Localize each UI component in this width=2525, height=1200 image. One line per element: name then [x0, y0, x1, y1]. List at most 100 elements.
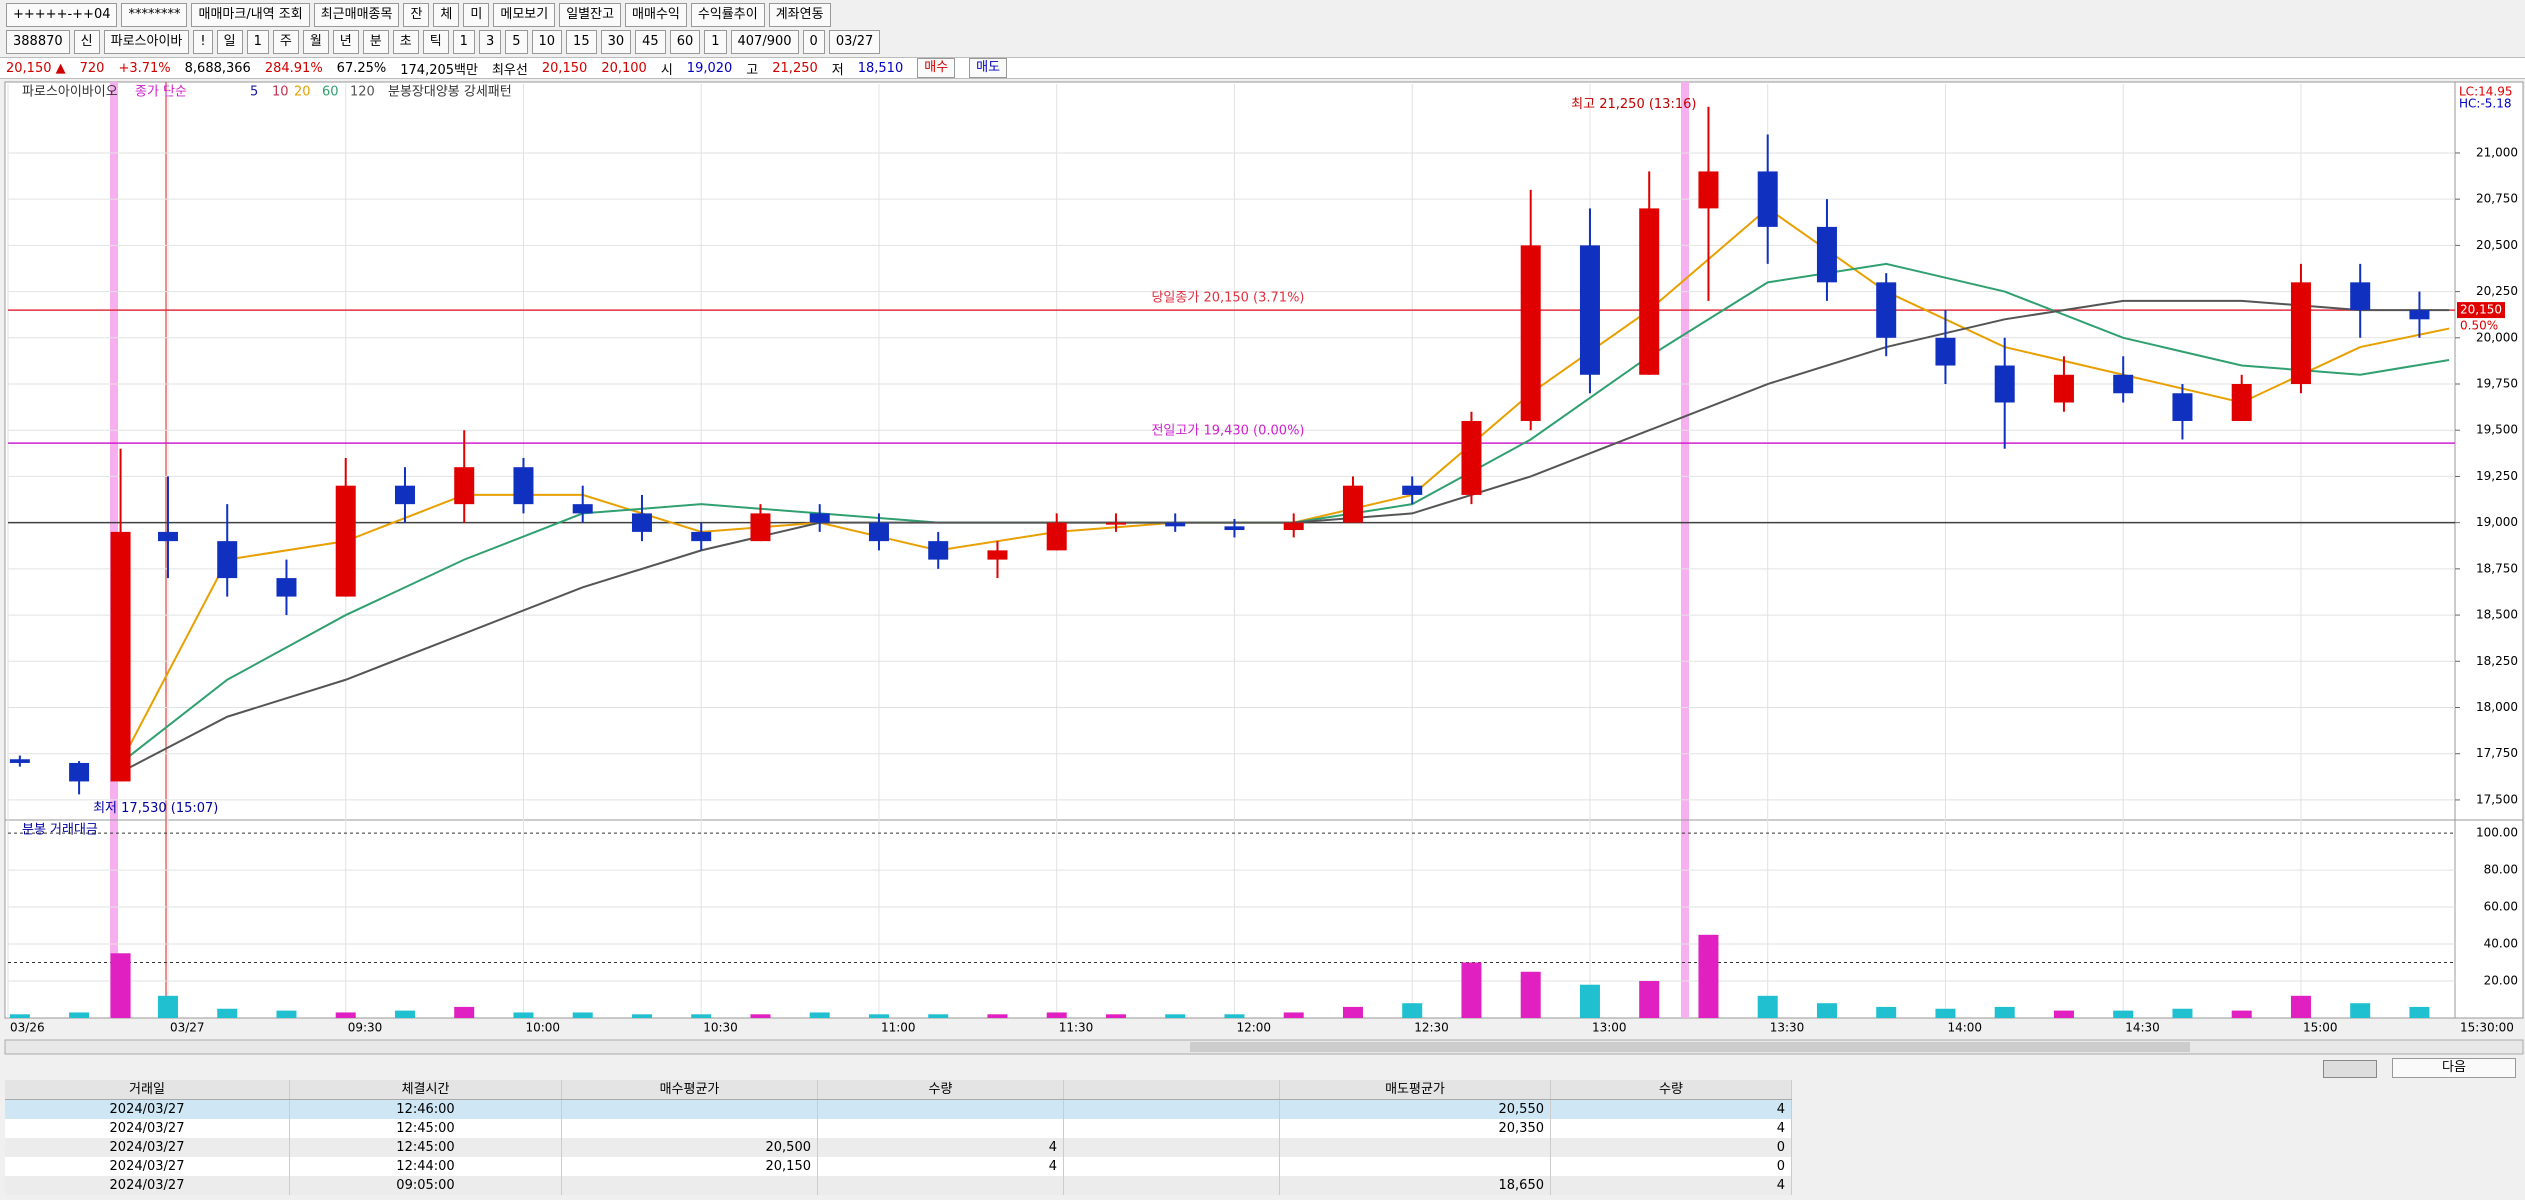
table-cell: 20,150 [562, 1157, 818, 1176]
x-tick-label: 12:00 [1236, 1021, 1271, 1035]
volume-bar [2113, 1010, 2134, 1018]
volume-bar [1698, 934, 1719, 1018]
y-tick-label: 19,000 [2476, 515, 2518, 529]
x-tick-label: 13:00 [1592, 1021, 1627, 1035]
toolbar-button[interactable]: 03/27 [828, 30, 881, 54]
volume-bar [1165, 1014, 1186, 1018]
toolbar-button[interactable]: ! [193, 30, 213, 54]
table-row[interactable]: 2024/03/27 09:05:00 18,650 4 [5, 1176, 1792, 1195]
volume-bar [1935, 1008, 1956, 1018]
y-tick-label: 40.00 [2484, 937, 2518, 951]
candle-body [1520, 245, 1541, 421]
toolbar-button[interactable]: 60 [669, 30, 701, 54]
candle-body [1816, 226, 1837, 283]
candle-body [69, 762, 90, 782]
table-header: 거래일 체결시간 매수평균가 수량 매도평균가 수량 [5, 1080, 1792, 1100]
toolbar-button[interactable]: 체 [433, 3, 460, 27]
quote-field: 174,205백만 [400, 62, 478, 78]
candle-body [157, 531, 178, 542]
table-cell [1280, 1157, 1551, 1176]
volume-bar [2053, 1010, 2074, 1018]
x-tick-label: 11:30 [1059, 1021, 1094, 1035]
table-row[interactable]: 2024/03/27 12:46:00 20,550 4 [5, 1100, 1792, 1119]
table-cell: 12:45:00 [290, 1119, 562, 1138]
toolbar-button[interactable]: 분 [362, 30, 389, 54]
volume-bar [2290, 995, 2311, 1018]
toolbar-button[interactable]: 매매수익 [625, 3, 687, 27]
toolbar-button[interactable]: 초 [392, 30, 419, 54]
toolbar-button[interactable]: 일별잔고 [559, 3, 622, 27]
candle-body [9, 759, 30, 763]
volume-bar [1224, 1014, 1245, 1018]
table-cell: 20,350 [1280, 1119, 1551, 1138]
toolbar-button[interactable]: 계좌연동 [768, 3, 831, 27]
icon-button[interactable] [2323, 1060, 2377, 1078]
current-price-box [2457, 302, 2505, 319]
next-button[interactable]: 다음 [2392, 1058, 2516, 1078]
candle-body [809, 513, 830, 523]
toolbar-button[interactable]: 1 [704, 30, 727, 54]
toolbar-button[interactable]: 수익률추이 [690, 3, 765, 27]
table-row[interactable]: 2024/03/27 12:45:00 20,500 4 0 [5, 1138, 1792, 1157]
y-tick-label: 20,750 [2476, 192, 2518, 206]
toolbar: 388870 신 파로스아이바! 일 1 주 월 년 분 초 틱 1 3 5 10 15 30 45 60 1 407/… [0, 29, 2525, 55]
toolbar-button[interactable]: 0 [802, 30, 825, 54]
toolbar-button[interactable]: 5 [505, 30, 528, 54]
trade-button[interactable]: 매수 [917, 58, 956, 78]
toolbar-button[interactable]: 3 [478, 30, 502, 54]
stock-name: 파로스아이바이오 [22, 85, 118, 100]
candle-body [987, 550, 1008, 560]
chart: 파로스아이바이오 종가 단순 LC:14.95 HC:-5.18 분봉 거래대금… [4, 81, 2524, 1055]
toolbar-button[interactable]: 10 [531, 30, 563, 54]
trade-highlight [1681, 82, 1689, 1018]
volume-bar [217, 1008, 238, 1018]
table-row[interactable]: 2024/03/27 12:45:00 20,350 4 [5, 1119, 1792, 1138]
toolbar-button[interactable]: 월 [302, 30, 329, 54]
toolbar-button[interactable]: 1 [246, 30, 269, 54]
toolbar-button[interactable]: 파로스아이바 [103, 30, 190, 54]
candle-body [1876, 282, 1897, 338]
table-cell: 2024/03/27 [5, 1138, 290, 1157]
quote-bar: 20,150 ▲ 720 +3.71% 8,688,366 284.91% 67.25% 1… [0, 57, 2525, 79]
toolbar-button[interactable]: 일 [216, 30, 243, 54]
candle-body [335, 485, 356, 597]
table-cell [818, 1176, 1064, 1195]
toolbar-button[interactable]: 미 [463, 3, 490, 27]
toolbar-button[interactable]: 최근매매종목 [313, 3, 400, 27]
toolbar-button[interactable]: 45 [635, 30, 666, 54]
toolbar-button[interactable]: 잔 [403, 3, 430, 27]
toolbar-button[interactable]: 주 [272, 30, 299, 54]
volume-bar [276, 1010, 297, 1018]
volume-title: 분봉 거래대금 [22, 823, 98, 838]
volume-bar [454, 1006, 475, 1018]
y-tick-label: 18,750 [2476, 561, 2518, 575]
quote-field: 8,688,366 [184, 60, 251, 76]
column-header: 체결시간 [290, 1080, 562, 1099]
scroll-thumb[interactable] [1190, 1042, 2190, 1052]
candle-body [868, 522, 889, 542]
toolbar-button[interactable]: 매매마크/내역 조회 [191, 3, 310, 27]
toolbar-button[interactable]: 30 [600, 30, 632, 54]
toolbar-button[interactable]: 1 [452, 30, 475, 54]
toolbar-button[interactable]: 15 [566, 30, 597, 54]
table-cell [562, 1176, 818, 1195]
candle-body [1402, 485, 1423, 495]
low-annotation: 최저 17,530 (15:07) [93, 801, 218, 816]
toolbar-button[interactable]: 신 [73, 30, 100, 54]
toolbar-button[interactable]: 407/900 [730, 30, 799, 54]
trade-button[interactable]: 매도 [969, 58, 1008, 78]
volume-bar [1994, 1006, 2015, 1018]
toolbar-button[interactable]: 틱 [422, 30, 449, 54]
candle-body [2350, 282, 2371, 311]
toolbar-button[interactable]: ******** [121, 3, 188, 27]
toolbar-button[interactable]: 메모보기 [493, 3, 556, 27]
toolbar-button[interactable]: 388870 [6, 30, 70, 54]
table-cell [1064, 1100, 1280, 1119]
chart-frame [4, 81, 2456, 1019]
candle-body [276, 578, 297, 597]
toolbar-button[interactable]: +++++-++04 [6, 3, 118, 27]
toolbar-button[interactable]: 년 [332, 30, 359, 54]
candle-body [2172, 393, 2193, 421]
y-tick-label: 80.00 [2484, 863, 2518, 877]
table-row[interactable]: 2024/03/27 12:44:00 20,150 4 0 [5, 1157, 1792, 1176]
